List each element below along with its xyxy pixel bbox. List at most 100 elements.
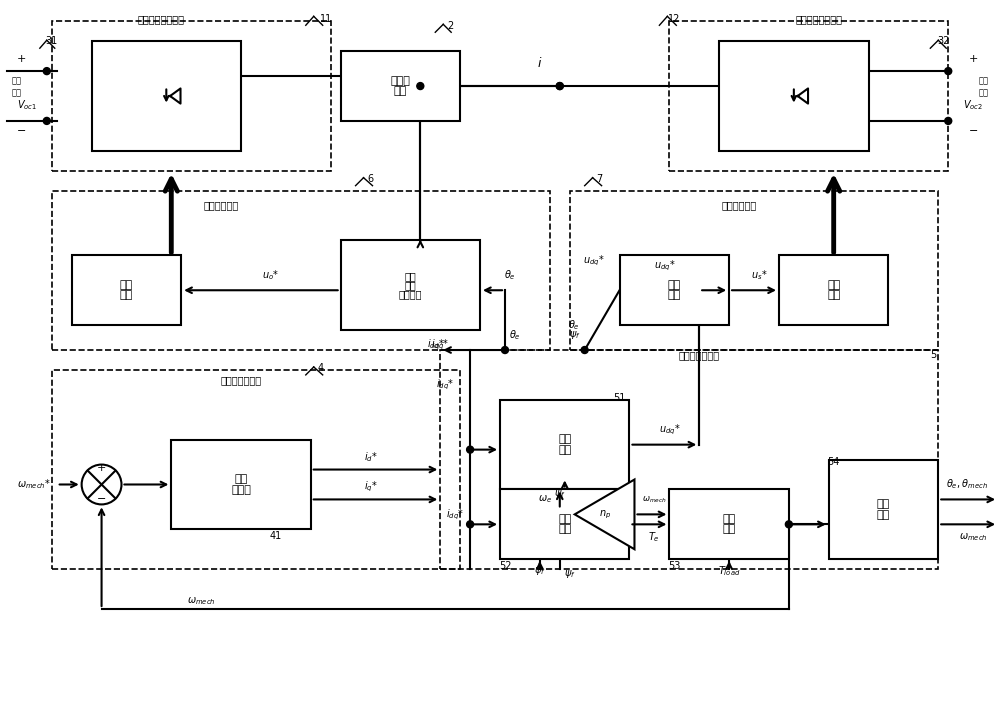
Circle shape: [467, 521, 474, 528]
Text: 52: 52: [499, 561, 511, 571]
Text: $\psi_f$: $\psi_f$: [534, 565, 546, 577]
Text: $i_{dq}$*: $i_{dq}$*: [436, 378, 454, 392]
Circle shape: [417, 82, 424, 89]
Text: $n_p$: $n_p$: [599, 508, 611, 520]
Text: 电流控制环节: 电流控制环节: [203, 201, 239, 211]
Text: 电机行为处理器: 电机行为处理器: [679, 350, 720, 360]
Text: $\psi_f$: $\psi_f$: [569, 329, 581, 341]
Text: 41: 41: [270, 531, 282, 541]
Text: $T_e$: $T_e$: [648, 530, 660, 544]
Text: 运动: 运动: [722, 514, 736, 524]
Text: 变换: 变换: [668, 280, 681, 290]
Text: 供电: 供电: [12, 89, 22, 97]
Circle shape: [556, 82, 563, 89]
Text: $i_{dq}$*: $i_{dq}$*: [446, 507, 464, 522]
Circle shape: [43, 67, 50, 75]
FancyBboxPatch shape: [92, 41, 241, 151]
Text: 54: 54: [828, 457, 840, 466]
Text: $i_d$*: $i_d$*: [364, 449, 377, 464]
FancyBboxPatch shape: [500, 400, 629, 489]
Text: 电磁: 电磁: [558, 435, 571, 444]
Text: 电阻抗: 电阻抗: [390, 76, 410, 86]
Text: $\theta_e, \theta_{mech}$: $\theta_e, \theta_{mech}$: [946, 478, 988, 491]
Text: $\theta_e$: $\theta_e$: [568, 318, 580, 332]
Text: $i_{dq}$*: $i_{dq}$*: [427, 338, 445, 352]
Text: $\psi_f$: $\psi_f$: [554, 488, 566, 501]
Text: 32: 32: [937, 36, 949, 46]
Text: 网络: 网络: [394, 86, 407, 97]
Text: −: −: [17, 126, 27, 136]
Text: $\omega_{mech}$: $\omega_{mech}$: [959, 531, 988, 543]
Text: 转速: 转速: [234, 474, 248, 484]
Text: 6: 6: [367, 174, 374, 184]
Polygon shape: [575, 479, 634, 550]
Text: 2: 2: [447, 21, 453, 31]
Text: 供电: 供电: [978, 89, 988, 97]
Circle shape: [785, 521, 792, 528]
Text: 4: 4: [318, 363, 324, 373]
Text: 脉宽: 脉宽: [827, 280, 840, 290]
Text: $u_{dq}$*: $u_{dq}$*: [583, 253, 605, 268]
FancyBboxPatch shape: [719, 41, 869, 151]
Text: $\theta_e$: $\theta_e$: [509, 328, 521, 342]
Text: 转换: 转换: [877, 510, 890, 520]
FancyBboxPatch shape: [829, 459, 938, 559]
Circle shape: [501, 346, 508, 354]
Text: 53: 53: [668, 561, 681, 571]
Text: 11: 11: [320, 14, 332, 24]
Circle shape: [581, 346, 588, 354]
Text: 51: 51: [613, 393, 626, 403]
Text: 控制器: 控制器: [231, 485, 251, 495]
Text: $T_{load}$: $T_{load}$: [718, 564, 740, 578]
FancyBboxPatch shape: [341, 51, 460, 121]
Text: 31: 31: [46, 36, 58, 46]
Text: −: −: [97, 494, 106, 504]
Text: $u_{dq}$*: $u_{dq}$*: [654, 258, 675, 273]
Text: $\psi_f$: $\psi_f$: [564, 568, 576, 580]
Text: −: −: [968, 126, 978, 136]
Text: $\omega_e$: $\omega_e$: [538, 493, 552, 506]
Text: $u_{dq}$*: $u_{dq}$*: [659, 422, 680, 437]
Text: $i$: $i$: [537, 56, 543, 70]
Text: 电压控制侧变流器: 电压控制侧变流器: [795, 14, 842, 24]
Text: $i_{dq}$*: $i_{dq}$*: [431, 338, 449, 352]
Text: 7: 7: [596, 174, 603, 184]
FancyBboxPatch shape: [620, 256, 729, 325]
FancyBboxPatch shape: [341, 241, 480, 330]
FancyBboxPatch shape: [779, 256, 888, 325]
Text: $V_{oc2}$: $V_{oc2}$: [963, 98, 983, 112]
Text: 调制: 调制: [827, 290, 840, 300]
Circle shape: [556, 82, 563, 89]
Text: 驱动行为处理器: 驱动行为处理器: [220, 375, 262, 385]
Text: 电流控制: 电流控制: [399, 290, 422, 300]
Text: 方程: 方程: [558, 525, 571, 535]
Text: 位置: 位置: [877, 499, 890, 509]
Text: 脉宽: 脉宽: [120, 280, 133, 290]
FancyBboxPatch shape: [171, 439, 311, 530]
Text: $u_o$*: $u_o$*: [262, 268, 279, 282]
Text: 直流: 直流: [12, 77, 22, 86]
Circle shape: [82, 464, 121, 504]
Circle shape: [467, 446, 474, 453]
Text: $\omega_{mech}$: $\omega_{mech}$: [187, 595, 215, 607]
Circle shape: [945, 117, 952, 124]
Text: 电压控制环节: 电压控制环节: [721, 201, 757, 211]
Text: 方程: 方程: [722, 525, 736, 535]
Text: $u_s$*: $u_s$*: [751, 268, 767, 282]
Text: 方程: 方程: [558, 445, 571, 455]
Text: 调制: 调制: [120, 290, 133, 300]
FancyBboxPatch shape: [669, 489, 789, 559]
Text: +: +: [968, 54, 978, 64]
Text: 直流: 直流: [978, 77, 988, 86]
FancyBboxPatch shape: [500, 489, 629, 559]
Text: 选相: 选相: [404, 280, 416, 290]
Text: 12: 12: [668, 14, 681, 24]
Text: +: +: [17, 54, 27, 64]
Text: 5: 5: [930, 350, 936, 360]
Text: 选相: 选相: [668, 290, 681, 300]
Text: 变换: 变换: [404, 271, 416, 281]
Text: $\omega_{mech}$: $\omega_{mech}$: [642, 494, 667, 505]
Circle shape: [43, 117, 50, 124]
Text: $i_q$*: $i_q$*: [364, 479, 377, 493]
Text: 转矩: 转矩: [558, 514, 571, 524]
